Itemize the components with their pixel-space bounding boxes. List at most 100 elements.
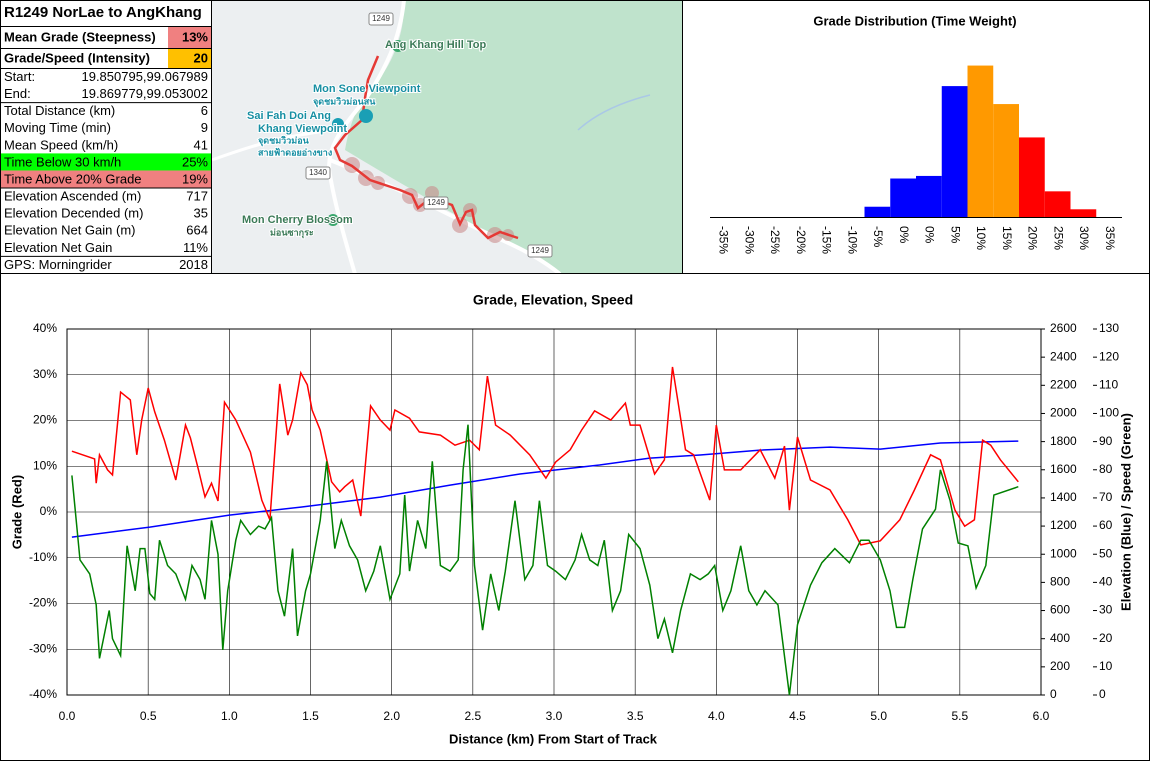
x-tick-label: -30% [742, 226, 756, 254]
row-label-bg [1, 170, 168, 188]
x-tick-label: -25% [768, 226, 782, 254]
x-tick-label: 0.0 [59, 709, 76, 723]
bar [941, 86, 968, 217]
x-tick-label: 3.0 [546, 709, 563, 723]
y-axis-label: Grade (Red) [9, 475, 24, 549]
road-shield [423, 196, 449, 210]
y3-tick-label: 40 [1099, 575, 1113, 589]
row-label: Time Above 20% Grade [4, 171, 142, 186]
y-tick-label: -10% [29, 550, 57, 564]
map-label: จุดชมวิวม่อน [258, 135, 310, 146]
y-tick-label: 30% [33, 367, 57, 381]
row-value-bg [168, 170, 211, 188]
x-tick-label: 4.5 [789, 709, 806, 723]
row-value: 9 [201, 120, 208, 135]
x-tick-label: 4.0 [708, 709, 725, 723]
row-label: Elevation Net Gain [4, 240, 112, 255]
map-label: Mon Sone Viewpoint [313, 83, 421, 95]
x-tick-label: 0% [923, 226, 937, 244]
row-value: 35 [194, 206, 208, 221]
x-tick-label: 3.5 [627, 709, 644, 723]
row-label: End: [4, 86, 31, 101]
road-number: 1249 [372, 14, 390, 23]
y3-tick-label: 10 [1099, 659, 1113, 673]
y3-tick-label: 30 [1099, 603, 1113, 617]
row-label-bg [1, 153, 168, 171]
y2-tick-label: 2400 [1050, 349, 1077, 363]
x-tick-label: 30% [1077, 226, 1091, 250]
x-tick-label: 20% [1026, 226, 1040, 250]
x-tick-label: 1.5 [302, 709, 319, 723]
road-number: 1340 [309, 168, 327, 177]
x-tick-label: 2.0 [383, 709, 400, 723]
map-label: จุดชมวิวม่อนสน [313, 96, 376, 107]
y3-tick-label: 130 [1099, 321, 1119, 335]
row-label: Total Distance (km) [4, 103, 115, 118]
row-value-bg [168, 48, 211, 68]
map-poi [332, 118, 344, 130]
row-value: 19.850795,99.067989 [81, 69, 208, 84]
x-tick-label: 25% [1051, 226, 1065, 250]
road-number: 1249 [531, 246, 549, 255]
y3-tick-label: 80 [1099, 462, 1113, 476]
y3-tick-label: 50 [1099, 546, 1113, 560]
x-tick-label: 5.0 [870, 709, 887, 723]
x-tick-label: 0.5 [140, 709, 157, 723]
map-stream [577, 94, 651, 131]
y2-tick-label: 800 [1050, 575, 1070, 589]
map-forest [345, 1, 682, 273]
row-label: Grade/Speed (Intensity) [4, 50, 150, 65]
map-road [212, 128, 331, 162]
x-tick-label: 35% [1103, 226, 1117, 250]
y3-tick-label: 0 [1099, 687, 1106, 701]
x-tick-label: 6.0 [1033, 709, 1050, 723]
y-tick-label: 20% [33, 413, 57, 427]
road-shield [527, 244, 553, 258]
road-number: 1249 [427, 198, 445, 207]
x-tick-label: -15% [820, 226, 834, 254]
map-label: Khang Viewpoint [258, 123, 347, 135]
row-label: Elevation Decended (m) [4, 206, 143, 221]
row-value-bg [168, 26, 211, 48]
row-label: Time Below 30 km/h [4, 154, 121, 169]
row-label: Elevation Ascended (m) [4, 189, 141, 204]
x-tick-label: 5% [948, 226, 962, 244]
table-title: R1249 NorLae to AngKhang [4, 4, 202, 21]
map [212, 1, 682, 273]
row-value: 11% [183, 240, 208, 255]
row-label: Moving Time (min) [4, 120, 111, 135]
map-label: Sai Fah Doi Ang [247, 110, 331, 122]
hist-title: Grade Distribution (Time Weight) [813, 13, 1016, 28]
y2-tick-label: 1200 [1050, 518, 1077, 532]
y3-tick-label: 60 [1099, 518, 1113, 532]
row-value: 41 [194, 137, 208, 152]
x-tick-label: -35% [717, 226, 731, 254]
y2-tick-label: 2200 [1050, 377, 1077, 391]
map-road [327, 1, 406, 273]
y-tick-label: 10% [33, 458, 57, 472]
y2-tick-label: 1800 [1050, 434, 1077, 448]
x-tick-label: 0% [897, 226, 911, 244]
stats-table: R1249 NorLae to AngKhang Mean Grade (Ste… [0, 4, 211, 272]
map-label: ม่อนซากุระ [270, 227, 314, 238]
plot-border [66, 328, 1042, 696]
x-tick-label: 10% [974, 226, 988, 250]
row-label: Mean Speed (km/h) [4, 137, 118, 152]
y-tick-label: -20% [29, 596, 57, 610]
y2-tick-label: 600 [1050, 603, 1070, 617]
row-value: 19% [182, 171, 208, 186]
row-value: 6 [201, 103, 208, 118]
row-value: 664 [186, 223, 208, 238]
y2-tick-label: 1400 [1050, 490, 1077, 504]
row-value: 717 [186, 189, 208, 204]
y3-tick-label: 110 [1099, 377, 1118, 391]
row-label: Mean Grade (Steepness) [4, 29, 156, 44]
y2-axis-label: Elevation (Blue) / Speed (Green) [1118, 413, 1133, 611]
x-tick-label: 2.5 [464, 709, 481, 723]
series-line [71, 366, 1019, 546]
road-shield [368, 12, 394, 26]
map-poi [392, 40, 404, 52]
bar [864, 206, 891, 217]
bar [993, 104, 1019, 217]
